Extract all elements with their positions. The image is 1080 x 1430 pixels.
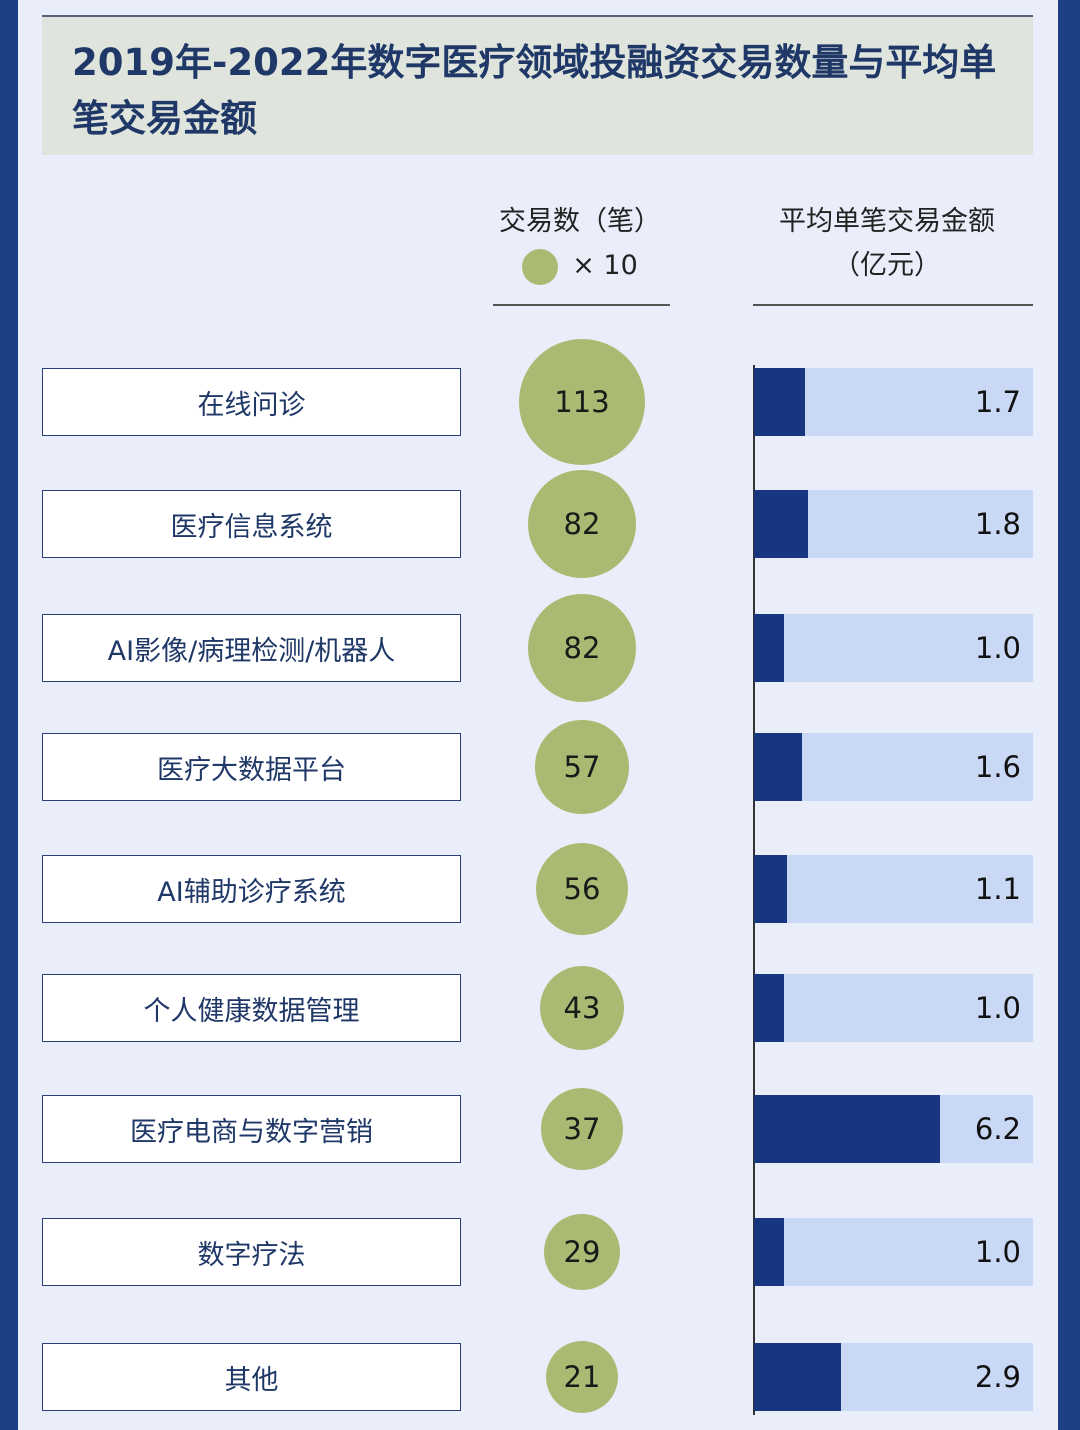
right-border	[1058, 0, 1080, 1430]
amount-bar-track: 2.9	[754, 1343, 1033, 1411]
count-bubble: 56	[535, 842, 629, 936]
amount-header-line1: 平均单笔交易金额	[779, 206, 995, 237]
amount-bar	[754, 490, 808, 558]
amount-bar	[754, 368, 805, 436]
amount-value: 1.0	[974, 1235, 1021, 1269]
count-legend: × 10	[470, 244, 690, 288]
amount-bar-track: 1.1	[754, 855, 1033, 923]
amount-bar	[754, 974, 784, 1042]
amount-bar-track: 1.6	[754, 733, 1033, 801]
count-bubble: 57	[535, 720, 629, 814]
amount-value: 1.0	[974, 991, 1021, 1025]
amount-bar	[754, 614, 784, 682]
count-header-rule	[493, 304, 670, 306]
category-label: 其他	[42, 1343, 461, 1411]
count-header: 交易数（笔） × 10	[470, 200, 690, 288]
legend-circle-icon	[522, 248, 559, 285]
amount-bar	[754, 855, 787, 923]
count-bubble: 21	[545, 1340, 619, 1414]
amount-value: 6.2	[974, 1112, 1021, 1146]
amount-bar-track: 1.0	[754, 1218, 1033, 1286]
amount-bar	[754, 733, 802, 801]
amount-bar	[754, 1095, 940, 1163]
amount-value: 2.9	[974, 1360, 1021, 1394]
count-bubble: 82	[528, 594, 636, 702]
count-bubble: 29	[543, 1213, 621, 1291]
amount-bar-track: 1.8	[754, 490, 1033, 558]
count-bubble: 82	[528, 470, 636, 578]
category-label: 个人健康数据管理	[42, 974, 461, 1042]
chart-title: 2019年-2022年数字医疗领域投融资交易数量与平均单笔交易金额	[72, 41, 997, 140]
amount-value: 1.0	[974, 631, 1021, 665]
left-border	[0, 0, 18, 1430]
amount-value: 1.7	[974, 385, 1021, 419]
legend-multiplier: × 10	[572, 250, 638, 281]
category-label: 医疗电商与数字营销	[42, 1095, 461, 1163]
category-label: 在线问诊	[42, 368, 461, 436]
category-label: 医疗信息系统	[42, 490, 461, 558]
category-label: 数字疗法	[42, 1218, 461, 1286]
amount-header: 平均单笔交易金额 （亿元）	[754, 200, 1020, 288]
amount-bar	[754, 1343, 841, 1411]
amount-bar-track: 1.7	[754, 368, 1033, 436]
amount-bar-track: 6.2	[754, 1095, 1033, 1163]
count-bubble: 37	[541, 1088, 623, 1170]
amount-bar	[754, 1218, 784, 1286]
amount-value: 1.1	[974, 872, 1021, 906]
amount-bar-track: 1.0	[754, 974, 1033, 1042]
count-bubble: 43	[539, 965, 625, 1051]
amount-bar-track: 1.0	[754, 614, 1033, 682]
category-label: AI辅助诊疗系统	[42, 855, 461, 923]
count-header-label: 交易数（笔）	[499, 206, 661, 237]
title-box: 2019年-2022年数字医疗领域投融资交易数量与平均单笔交易金额	[42, 15, 1033, 155]
amount-header-rule	[753, 304, 1033, 306]
amount-value: 1.6	[974, 750, 1021, 784]
amount-value: 1.8	[974, 507, 1021, 541]
category-label: 医疗大数据平台	[42, 733, 461, 801]
count-bubble: 113	[519, 339, 645, 465]
category-label: AI影像/病理检测/机器人	[42, 614, 461, 682]
amount-header-line2: （亿元）	[833, 250, 941, 281]
